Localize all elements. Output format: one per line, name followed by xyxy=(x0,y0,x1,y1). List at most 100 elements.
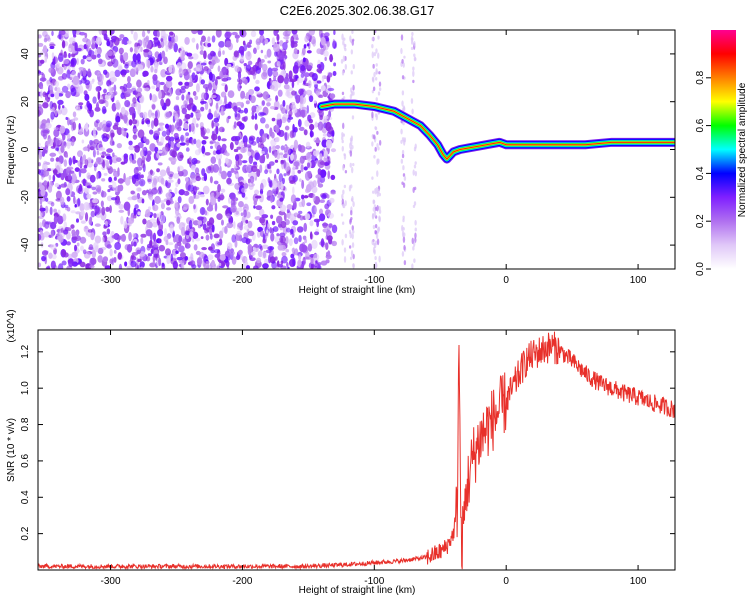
noise-blob xyxy=(377,91,381,96)
noise-blob xyxy=(224,57,229,67)
x-tick-label: -100 xyxy=(364,275,384,286)
noise-blob xyxy=(327,87,335,92)
noise-blob xyxy=(300,164,304,173)
noise-blob xyxy=(125,88,132,95)
noise-blob xyxy=(188,196,195,204)
noise-blob xyxy=(352,64,355,70)
noise-blob xyxy=(50,111,55,120)
signal-track-band-4 xyxy=(320,103,675,161)
noise-blob xyxy=(153,130,160,137)
noise-blob xyxy=(124,99,131,108)
noise-blob xyxy=(97,255,103,263)
noise-blob xyxy=(306,50,312,54)
y-tick-label: 20 xyxy=(20,96,31,108)
noise-blob xyxy=(209,228,213,236)
noise-blob xyxy=(349,94,353,100)
noise-blob xyxy=(124,63,129,69)
noise-blob xyxy=(266,163,270,169)
noise-blob xyxy=(47,265,51,269)
noise-blob xyxy=(233,121,237,129)
noise-blob xyxy=(303,129,308,136)
noise-blob xyxy=(185,51,188,56)
noise-blob xyxy=(187,61,193,69)
noise-blob xyxy=(254,113,258,120)
noise-blob xyxy=(257,231,261,238)
noise-blob xyxy=(323,50,329,57)
noise-blob xyxy=(233,221,236,229)
noise-blob xyxy=(66,206,71,212)
noise-blob xyxy=(254,123,258,131)
noise-blob xyxy=(52,174,56,182)
noise-blob xyxy=(162,33,169,38)
noise-blob xyxy=(40,59,45,64)
noise-blob xyxy=(372,63,375,69)
noise-blob xyxy=(319,153,323,161)
noise-blob xyxy=(157,128,161,132)
noise-blob xyxy=(103,88,107,94)
noise-blob xyxy=(279,40,284,47)
noise-blob xyxy=(301,47,306,56)
noise-blob xyxy=(173,236,176,243)
noise-blob xyxy=(105,100,109,108)
noise-blob xyxy=(54,138,60,147)
noise-blob xyxy=(298,254,302,261)
noise-blob xyxy=(174,35,179,43)
noise-blob xyxy=(300,263,304,269)
noise-blob xyxy=(61,73,68,80)
noise-blob xyxy=(151,180,157,190)
noise-blob xyxy=(191,72,196,81)
noise-blob xyxy=(184,177,189,182)
noise-blob xyxy=(322,228,329,233)
noise-blob xyxy=(129,68,136,78)
noise-blob xyxy=(169,31,174,36)
noise-blob xyxy=(49,180,53,189)
noise-blob xyxy=(306,65,313,70)
noise-blob xyxy=(109,248,113,257)
noise-blob xyxy=(373,134,376,140)
noise-blob xyxy=(56,62,61,69)
noise-blob xyxy=(80,105,83,110)
noise-blob xyxy=(371,239,374,246)
x-tick-label: -200 xyxy=(232,275,252,286)
noise-blob xyxy=(90,210,96,218)
noise-blob xyxy=(87,232,91,238)
noise-blob xyxy=(99,74,104,82)
x-tick-label: 100 xyxy=(630,576,647,587)
noise-blob xyxy=(109,129,115,139)
noise-blob xyxy=(349,232,352,239)
noise-blob xyxy=(82,178,87,187)
noise-blob xyxy=(371,111,374,119)
noise-blob xyxy=(137,59,142,64)
noise-blob xyxy=(77,197,81,207)
noise-blob xyxy=(133,207,137,216)
noise-blob xyxy=(280,145,285,151)
noise-blob xyxy=(414,232,417,239)
noise-blob xyxy=(205,198,209,206)
noise-blob xyxy=(274,159,279,163)
x-tick-label: -300 xyxy=(101,576,121,587)
noise-blob xyxy=(66,195,71,202)
noise-blob xyxy=(269,181,273,188)
noise-blob xyxy=(141,198,145,204)
noise-blob xyxy=(195,64,203,72)
noise-blob xyxy=(341,238,344,246)
noise-blob xyxy=(73,195,76,205)
noise-blob xyxy=(238,201,244,208)
noise-blob xyxy=(102,159,106,169)
noise-blob xyxy=(39,184,45,191)
noise-blob xyxy=(65,167,70,175)
noise-blob xyxy=(181,94,185,101)
noise-blob xyxy=(40,123,47,129)
noise-blob xyxy=(195,139,202,149)
noise-blob xyxy=(91,42,96,50)
noise-blob xyxy=(158,244,166,252)
noise-blob xyxy=(48,174,52,181)
noise-blob xyxy=(202,83,210,89)
signal-track-band-5 xyxy=(321,103,675,160)
noise-blob xyxy=(101,151,107,155)
noise-blob xyxy=(84,225,88,230)
noise-blob xyxy=(152,221,158,228)
noise-blob xyxy=(176,256,183,261)
noise-blob xyxy=(160,38,164,42)
